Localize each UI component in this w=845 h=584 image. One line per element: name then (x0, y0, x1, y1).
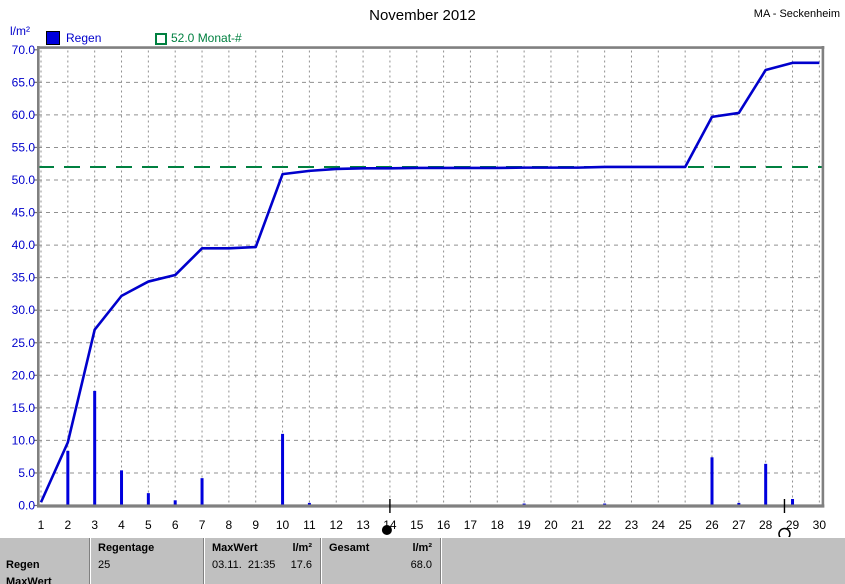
legend-threshold-label: 52.0 Monat-# (171, 31, 242, 45)
y-axis-unit-label: l/m² (10, 24, 30, 38)
svg-text:26: 26 (705, 518, 719, 532)
svg-text:30: 30 (813, 518, 827, 532)
svg-text:20.0: 20.0 (12, 368, 36, 382)
station-name: MA - Seckenheim (753, 8, 840, 20)
svg-text:0.0: 0.0 (18, 499, 35, 513)
svg-text:45.0: 45.0 (12, 206, 36, 220)
svg-text:24: 24 (652, 518, 666, 532)
svg-text:6: 6 (172, 518, 179, 532)
svg-text:18: 18 (491, 518, 505, 532)
svg-text:30.0: 30.0 (12, 303, 36, 317)
rain-cumulative-chart: 0.0 5.0 10.0 15.0 20.0 25.0 30.0 35.0 40.0 45.0 50… (12, 43, 827, 541)
svg-text:29: 29 (786, 518, 800, 532)
svg-text:25: 25 (678, 518, 692, 532)
status-bar: Regen MaxWert Regentage 25 MaxWert l/m² … (0, 537, 845, 584)
svg-text:16: 16 (437, 518, 451, 532)
svg-text:25.0: 25.0 (12, 336, 36, 350)
status-regen-label: Regen (6, 559, 40, 571)
svg-text:2: 2 (64, 518, 71, 532)
svg-text:5.0: 5.0 (18, 466, 35, 480)
svg-text:19: 19 (517, 518, 531, 532)
status-maxwert-value: 17.6 (290, 559, 312, 571)
status-gesamt-unit: l/m² (412, 542, 432, 554)
status-divider (89, 538, 91, 584)
svg-text:17: 17 (464, 518, 478, 532)
status-maxwert-header: MaxWert (212, 542, 258, 554)
status-regentage-header: Regentage (98, 542, 155, 554)
status-panel-gesamt: Gesamt l/m² 68.0 (323, 538, 438, 584)
legend-rain-swatch-icon (46, 31, 60, 45)
svg-text:13: 13 (356, 518, 370, 532)
status-maxwert-datetime: 03.11. 21:35 (212, 559, 276, 571)
svg-text:65.0: 65.0 (12, 75, 36, 89)
svg-text:22: 22 (598, 518, 612, 532)
page-title: November 2012 (369, 7, 476, 24)
svg-text:7: 7 (199, 518, 206, 532)
status-panel-maxwert: MaxWert l/m² 03.11. 21:35 17.6 (206, 538, 318, 584)
legend-threshold-swatch-icon (155, 33, 167, 45)
svg-text:27: 27 (732, 518, 746, 532)
svg-text:8: 8 (226, 518, 233, 532)
svg-text:10: 10 (276, 518, 290, 532)
svg-text:9: 9 (252, 518, 259, 532)
svg-text:20: 20 (544, 518, 558, 532)
status-regentage-value: 25 (98, 559, 111, 571)
svg-text:21: 21 (571, 518, 585, 532)
svg-text:55.0: 55.0 (12, 140, 36, 154)
svg-text:11: 11 (303, 518, 316, 532)
svg-text:4: 4 (118, 518, 125, 532)
status-panel-empty (443, 538, 843, 584)
status-divider (440, 538, 442, 584)
svg-text:15: 15 (410, 518, 424, 532)
svg-text:10.0: 10.0 (12, 433, 36, 447)
new-moon-icon (381, 525, 392, 535)
svg-text:60.0: 60.0 (12, 108, 36, 122)
status-maxwert-unit: l/m² (292, 542, 312, 554)
svg-text:15.0: 15.0 (12, 401, 36, 415)
legend-rain-label: Regen (66, 31, 102, 45)
svg-text:3: 3 (91, 518, 98, 532)
svg-text:12: 12 (330, 518, 344, 532)
svg-text:35.0: 35.0 (12, 271, 36, 285)
svg-text:5: 5 (145, 518, 152, 532)
svg-text:40.0: 40.0 (12, 238, 36, 252)
svg-text:28: 28 (759, 518, 773, 532)
svg-text:23: 23 (625, 518, 639, 532)
status-gesamt-header: Gesamt (329, 542, 370, 554)
status-divider (203, 538, 205, 584)
status-maxwert-partial-label: MaxWert (6, 576, 52, 584)
svg-text:70.0: 70.0 (12, 43, 36, 57)
status-panel-regentage: Regentage 25 (92, 538, 202, 584)
svg-text:1: 1 (38, 518, 45, 532)
svg-text:50.0: 50.0 (12, 173, 36, 187)
status-gesamt-value: 68.0 (410, 559, 432, 571)
status-panel-regen: Regen MaxWert (0, 538, 89, 584)
status-divider (320, 538, 322, 584)
